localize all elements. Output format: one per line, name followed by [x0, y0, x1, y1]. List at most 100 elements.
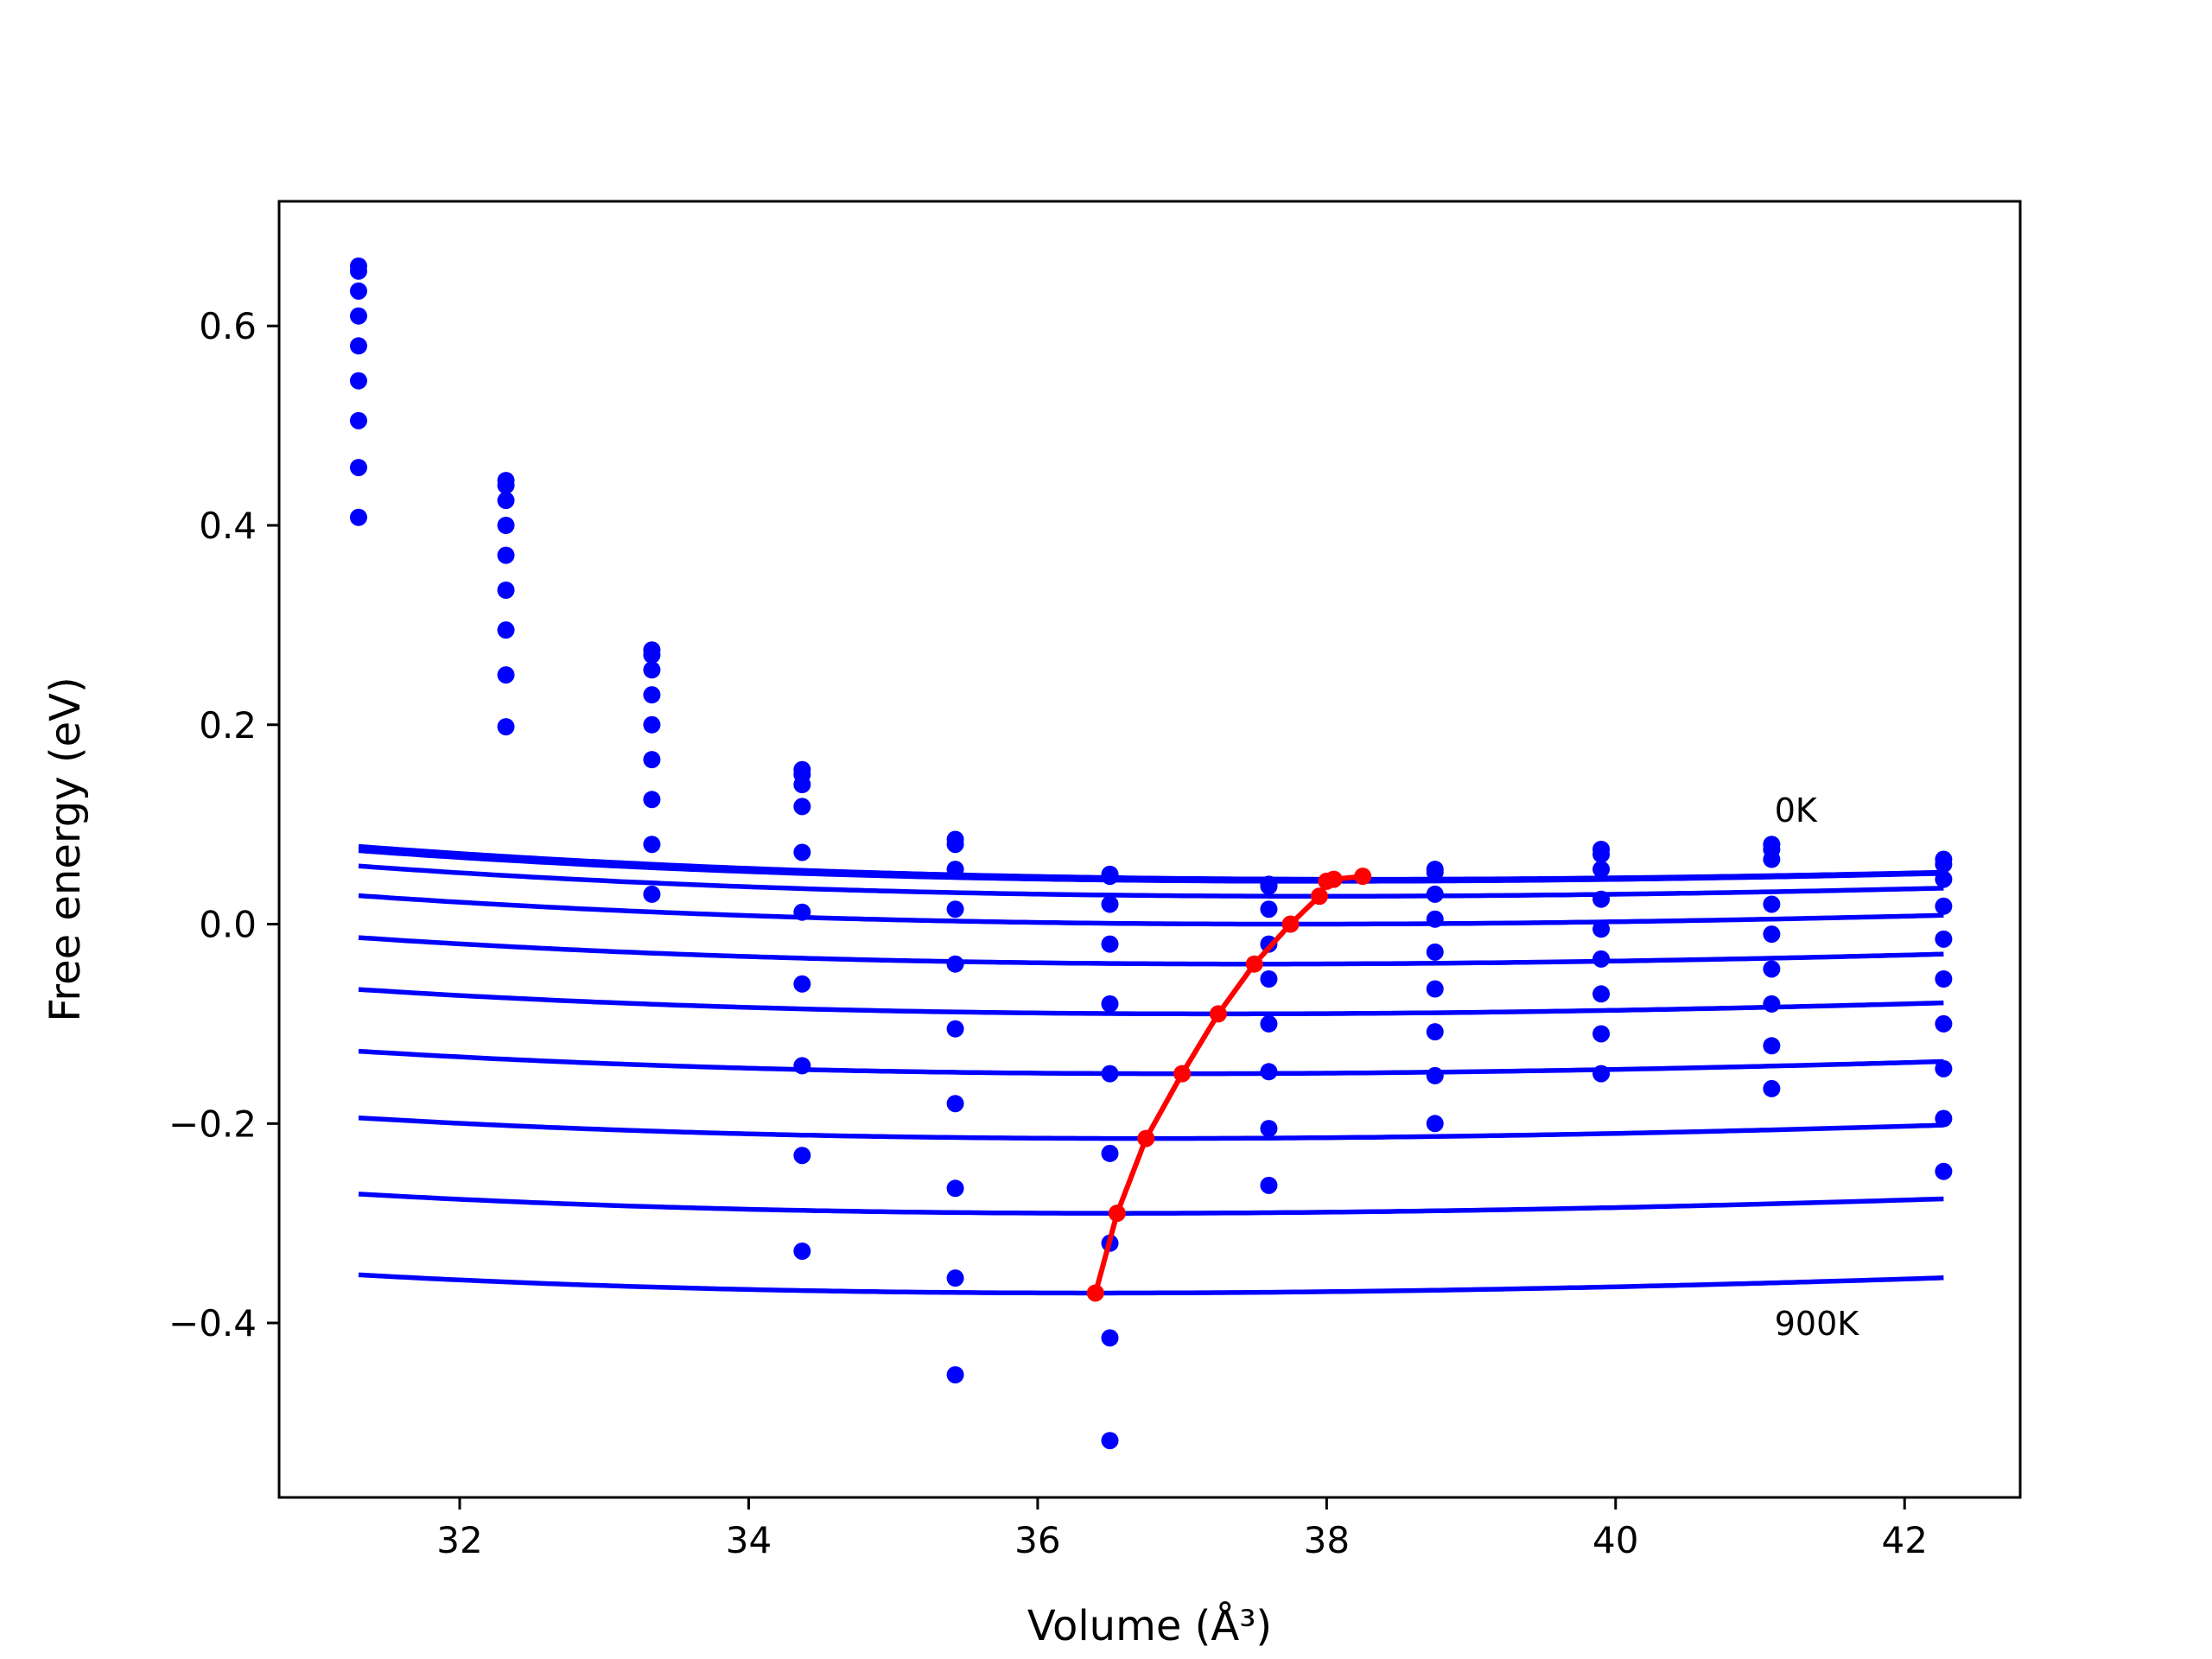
- x-tick-label: 40: [1592, 1519, 1638, 1561]
- x-axis-label: Volume (Å³): [1027, 1601, 1272, 1650]
- equilibrium-point: [1137, 1129, 1155, 1147]
- data-point-800K: [946, 1269, 964, 1287]
- data-point-300K: [643, 686, 661, 704]
- y-tick-label: −0.4: [168, 1302, 257, 1344]
- data-point-100K: [946, 836, 964, 854]
- equilibrium-point: [1245, 955, 1263, 973]
- x-tick-label: 32: [436, 1519, 482, 1561]
- data-point-600K: [1101, 1144, 1119, 1162]
- data-point-300K: [349, 307, 367, 325]
- data-point-200K: [1935, 870, 1953, 888]
- data-point-400K: [1935, 930, 1953, 948]
- data-point-200K: [497, 492, 515, 510]
- data-point-300K: [793, 798, 811, 816]
- data-point-400K: [793, 843, 811, 861]
- equilibrium-point: [1209, 1005, 1227, 1023]
- data-point-800K: [1101, 1329, 1119, 1347]
- data-point-400K: [946, 955, 964, 973]
- data-point-700K: [1763, 1037, 1781, 1055]
- fit-curve-400K: [358, 935, 1944, 967]
- equilibrium-point: [1086, 1284, 1104, 1302]
- data-point-300K: [1101, 935, 1119, 953]
- y-axis-ticks: −0.4 −0.2 0.0 0.2 0.4 0.6: [168, 305, 279, 1344]
- equilibrium-curve: [1086, 868, 1372, 1302]
- data-point-700K: [1260, 1120, 1278, 1138]
- x-tick-label: 38: [1304, 1519, 1350, 1561]
- data-point-600K: [793, 975, 811, 993]
- data-point-600K: [1592, 985, 1611, 1003]
- data-point-100K: [349, 262, 367, 280]
- data-point-400K: [1426, 943, 1444, 961]
- y-tick-label: 0.0: [199, 904, 257, 946]
- x-tick-label: 36: [1014, 1519, 1060, 1561]
- fit-curve-100K: [358, 848, 1944, 884]
- data-point-100K: [1260, 877, 1278, 895]
- data-point-700K: [349, 459, 367, 477]
- data-point-500K: [643, 751, 661, 769]
- data-point-300K: [497, 517, 515, 534]
- data-point-500K: [1260, 1014, 1278, 1033]
- y-tick-label: 0.4: [199, 505, 257, 547]
- data-point-100K: [497, 476, 515, 494]
- data-point-100K: [1426, 863, 1444, 881]
- data-point-800K: [1592, 1065, 1611, 1083]
- data-point-400K: [1101, 995, 1119, 1013]
- data-point-300K: [1426, 910, 1444, 928]
- data-point-800K: [1426, 1115, 1444, 1133]
- fit-curve-800K: [358, 1192, 1944, 1216]
- data-point-200K: [349, 282, 367, 300]
- data-points: [349, 257, 1953, 1450]
- data-point-400K: [1763, 925, 1781, 944]
- data-point-900K: [1935, 1162, 1953, 1180]
- data-point-400K: [643, 715, 661, 734]
- data-point-200K: [1426, 885, 1444, 903]
- equilibrium-point: [1354, 868, 1372, 886]
- y-tick-label: 0.2: [199, 704, 257, 747]
- data-point-500K: [1935, 970, 1953, 988]
- data-point-200K: [1101, 895, 1119, 913]
- data-point-800K: [1935, 1109, 1953, 1128]
- data-point-900K: [1101, 1432, 1119, 1450]
- data-point-700K: [497, 666, 515, 684]
- data-point-200K: [946, 861, 964, 879]
- data-point-400K: [497, 546, 515, 564]
- data-point-700K: [946, 1179, 964, 1198]
- data-point-200K: [793, 776, 811, 793]
- data-point-700K: [643, 836, 661, 854]
- y-axis-label: Free energy (eV): [41, 677, 90, 1021]
- data-point-100K: [1101, 868, 1119, 886]
- data-point-600K: [1763, 995, 1781, 1013]
- data-point-500K: [946, 1020, 964, 1038]
- annotations: 0K 900K: [1775, 791, 1860, 1343]
- equilibrium-point: [1325, 870, 1343, 888]
- equilibrium-point: [1173, 1065, 1192, 1083]
- data-point-500K: [1763, 960, 1781, 978]
- data-point-400K: [1592, 920, 1611, 938]
- fit-curve-900K: [358, 1272, 1944, 1296]
- data-point-800K: [643, 885, 661, 903]
- data-point-300K: [1935, 897, 1953, 915]
- equilibrium-point: [1310, 887, 1328, 906]
- data-point-600K: [1426, 1023, 1444, 1041]
- data-point-700K: [793, 1057, 811, 1075]
- data-point-300K: [1592, 890, 1611, 908]
- data-point-700K: [1935, 1059, 1953, 1077]
- data-point-700K: [1426, 1066, 1444, 1084]
- data-point-700K: [1592, 1025, 1611, 1043]
- data-point-200K: [1763, 850, 1781, 868]
- data-point-500K: [793, 903, 811, 921]
- fit-curve-200K: [358, 863, 1944, 899]
- fit-curve-500K: [358, 987, 1944, 1017]
- data-point-800K: [793, 1147, 811, 1165]
- data-point-500K: [1101, 1065, 1119, 1083]
- data-point-600K: [946, 1095, 964, 1113]
- data-point-600K: [1935, 1014, 1953, 1033]
- data-point-900K: [793, 1243, 811, 1260]
- annotation-label: 900K: [1775, 1305, 1860, 1343]
- data-point-400K: [1260, 970, 1278, 988]
- data-point-200K: [643, 661, 661, 679]
- data-point-500K: [497, 582, 515, 599]
- data-point-300K: [946, 900, 964, 918]
